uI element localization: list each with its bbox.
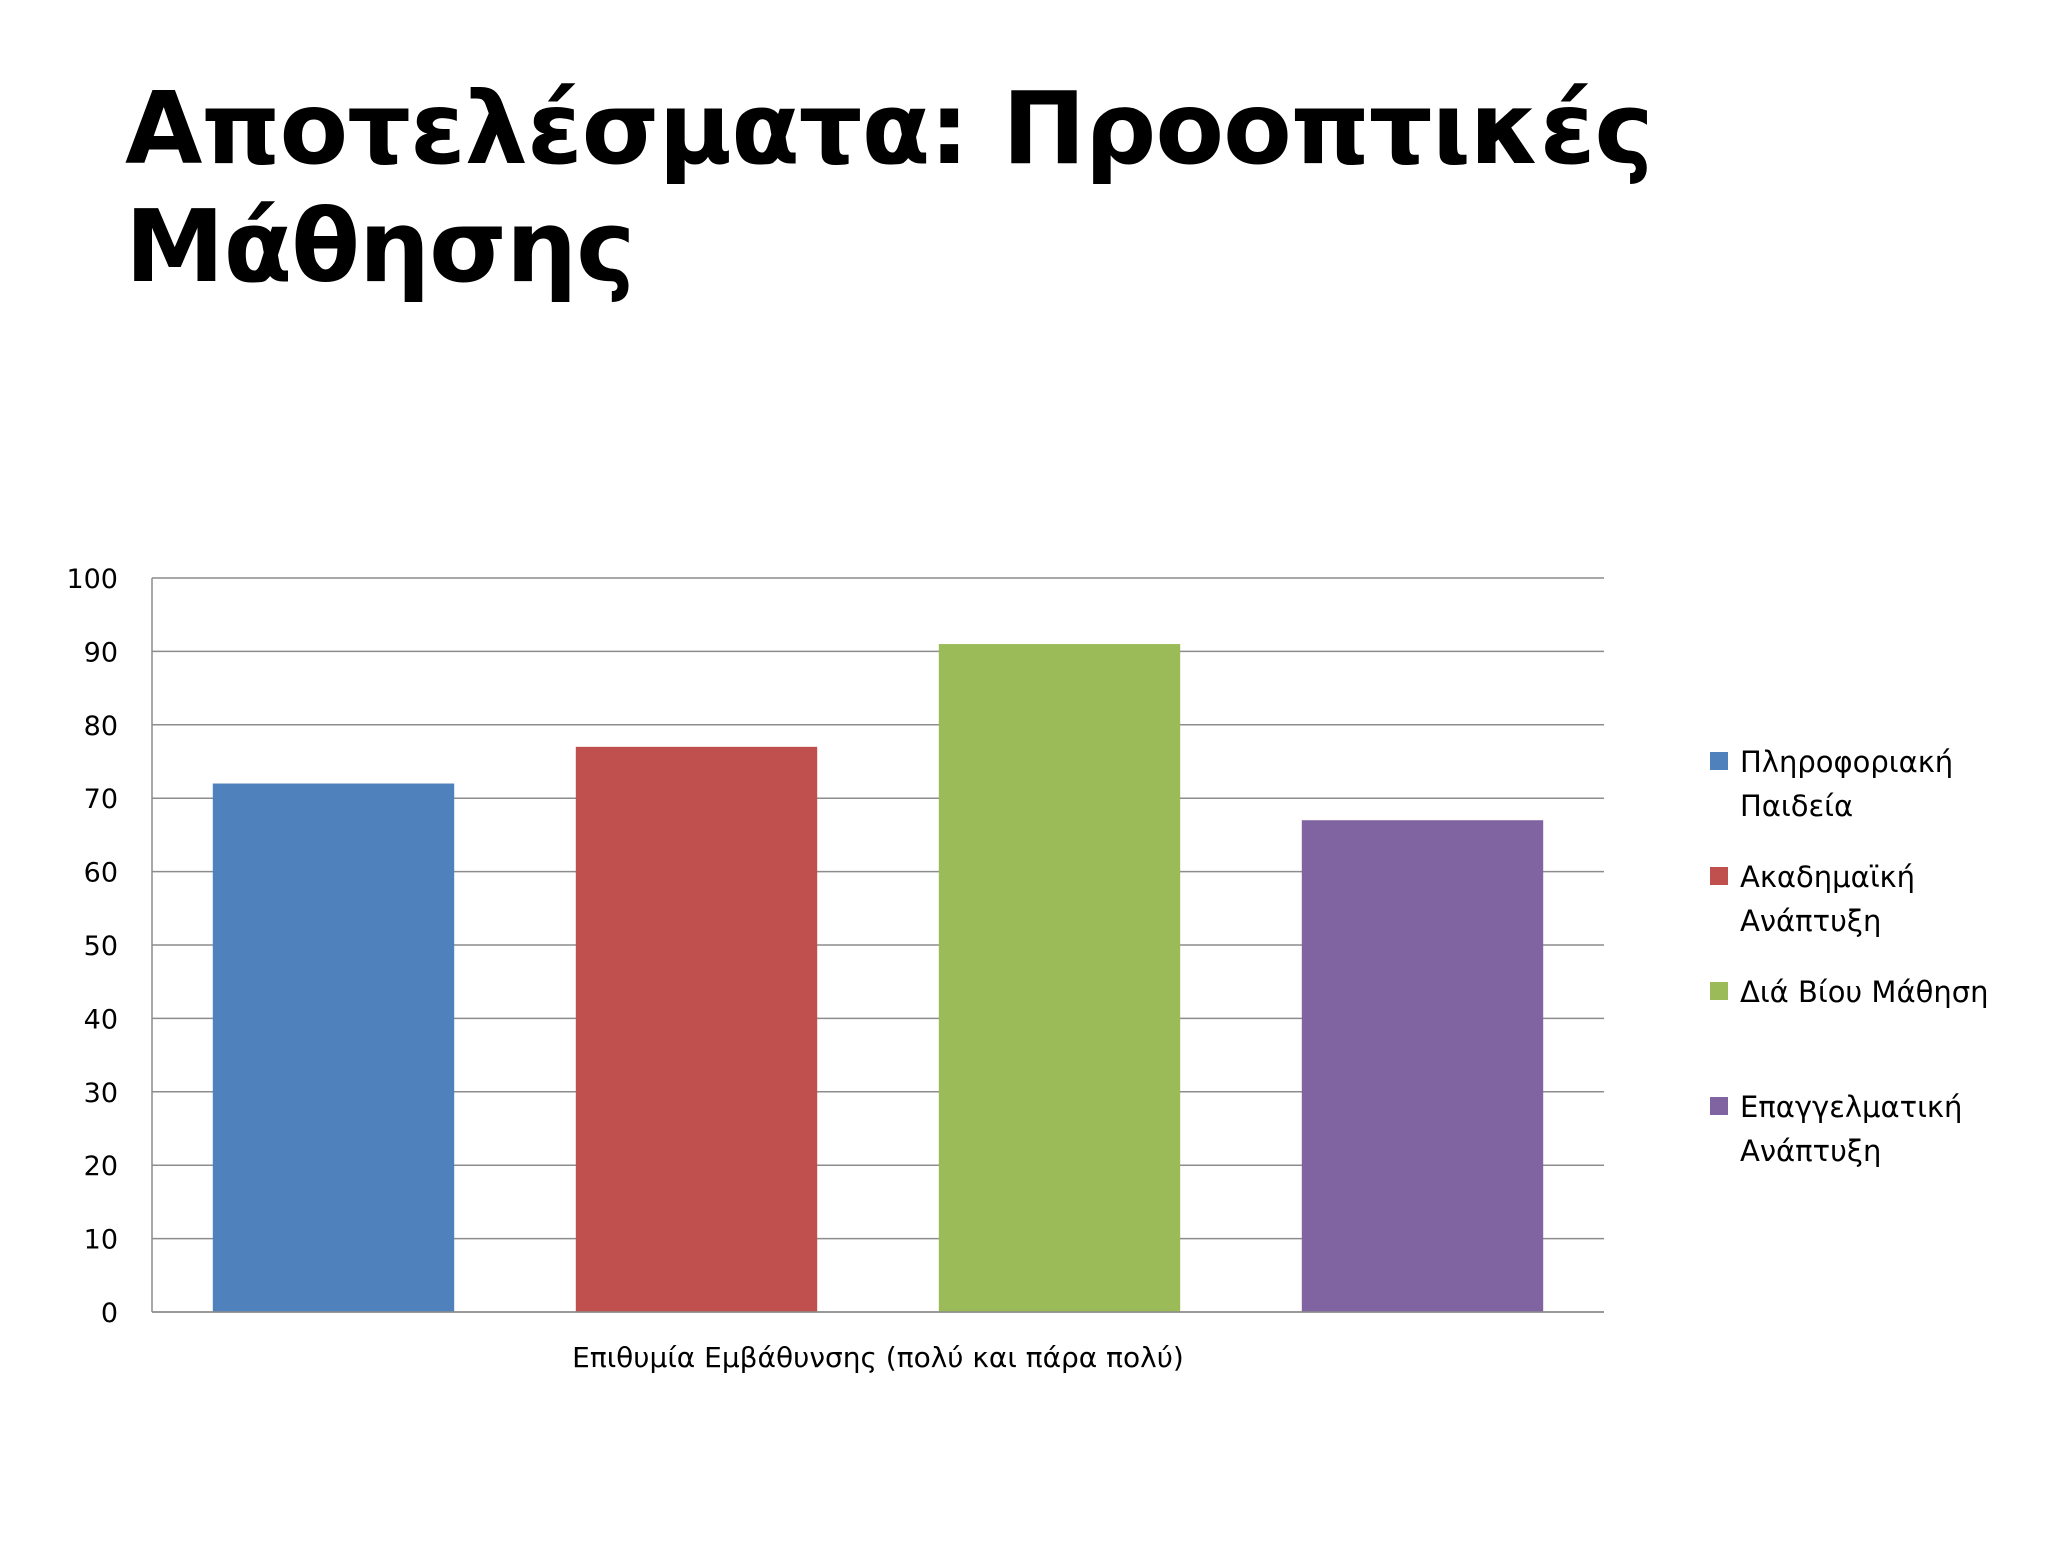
bar-1 — [212, 783, 455, 1312]
bar-3 — [938, 644, 1181, 1312]
legend-label: Επαγγελματική Ανάπτυξη — [1740, 1090, 1963, 1168]
slide-title: Αποτελέσματα: Προοπτικές Μάθησης — [125, 70, 1654, 305]
y-tick-label: 30 — [84, 1078, 118, 1109]
y-tick-label: 40 — [84, 1004, 118, 1035]
legend-swatch — [1710, 982, 1728, 1000]
y-tick-label: 0 — [101, 1298, 118, 1329]
y-tick-label: 90 — [84, 637, 118, 668]
y-tick-label: 80 — [84, 711, 118, 742]
legend-swatch — [1710, 867, 1728, 885]
y-tick-label: 100 — [66, 564, 118, 595]
y-tick-label: 70 — [84, 784, 118, 815]
legend-swatch — [1710, 752, 1728, 770]
y-tick-label: 20 — [84, 1151, 118, 1182]
y-tick-label: 50 — [84, 931, 118, 962]
bar-4 — [1301, 820, 1544, 1312]
legend-label: Πληροφοριακή Παιδεία — [1740, 745, 1954, 823]
y-tick-label: 60 — [84, 858, 118, 889]
legend-label: Διά Βίου Μάθηση — [1740, 975, 1989, 1009]
x-axis-label: Επιθυμία Εμβάθυνσης (πολύ και πάρα πολύ) — [572, 1341, 1184, 1374]
legend-label: Ακαδημαϊκή Ανάπτυξη — [1740, 860, 1916, 938]
bar-2 — [575, 746, 818, 1312]
y-tick-label: 10 — [84, 1225, 118, 1256]
legend-swatch — [1710, 1097, 1728, 1115]
